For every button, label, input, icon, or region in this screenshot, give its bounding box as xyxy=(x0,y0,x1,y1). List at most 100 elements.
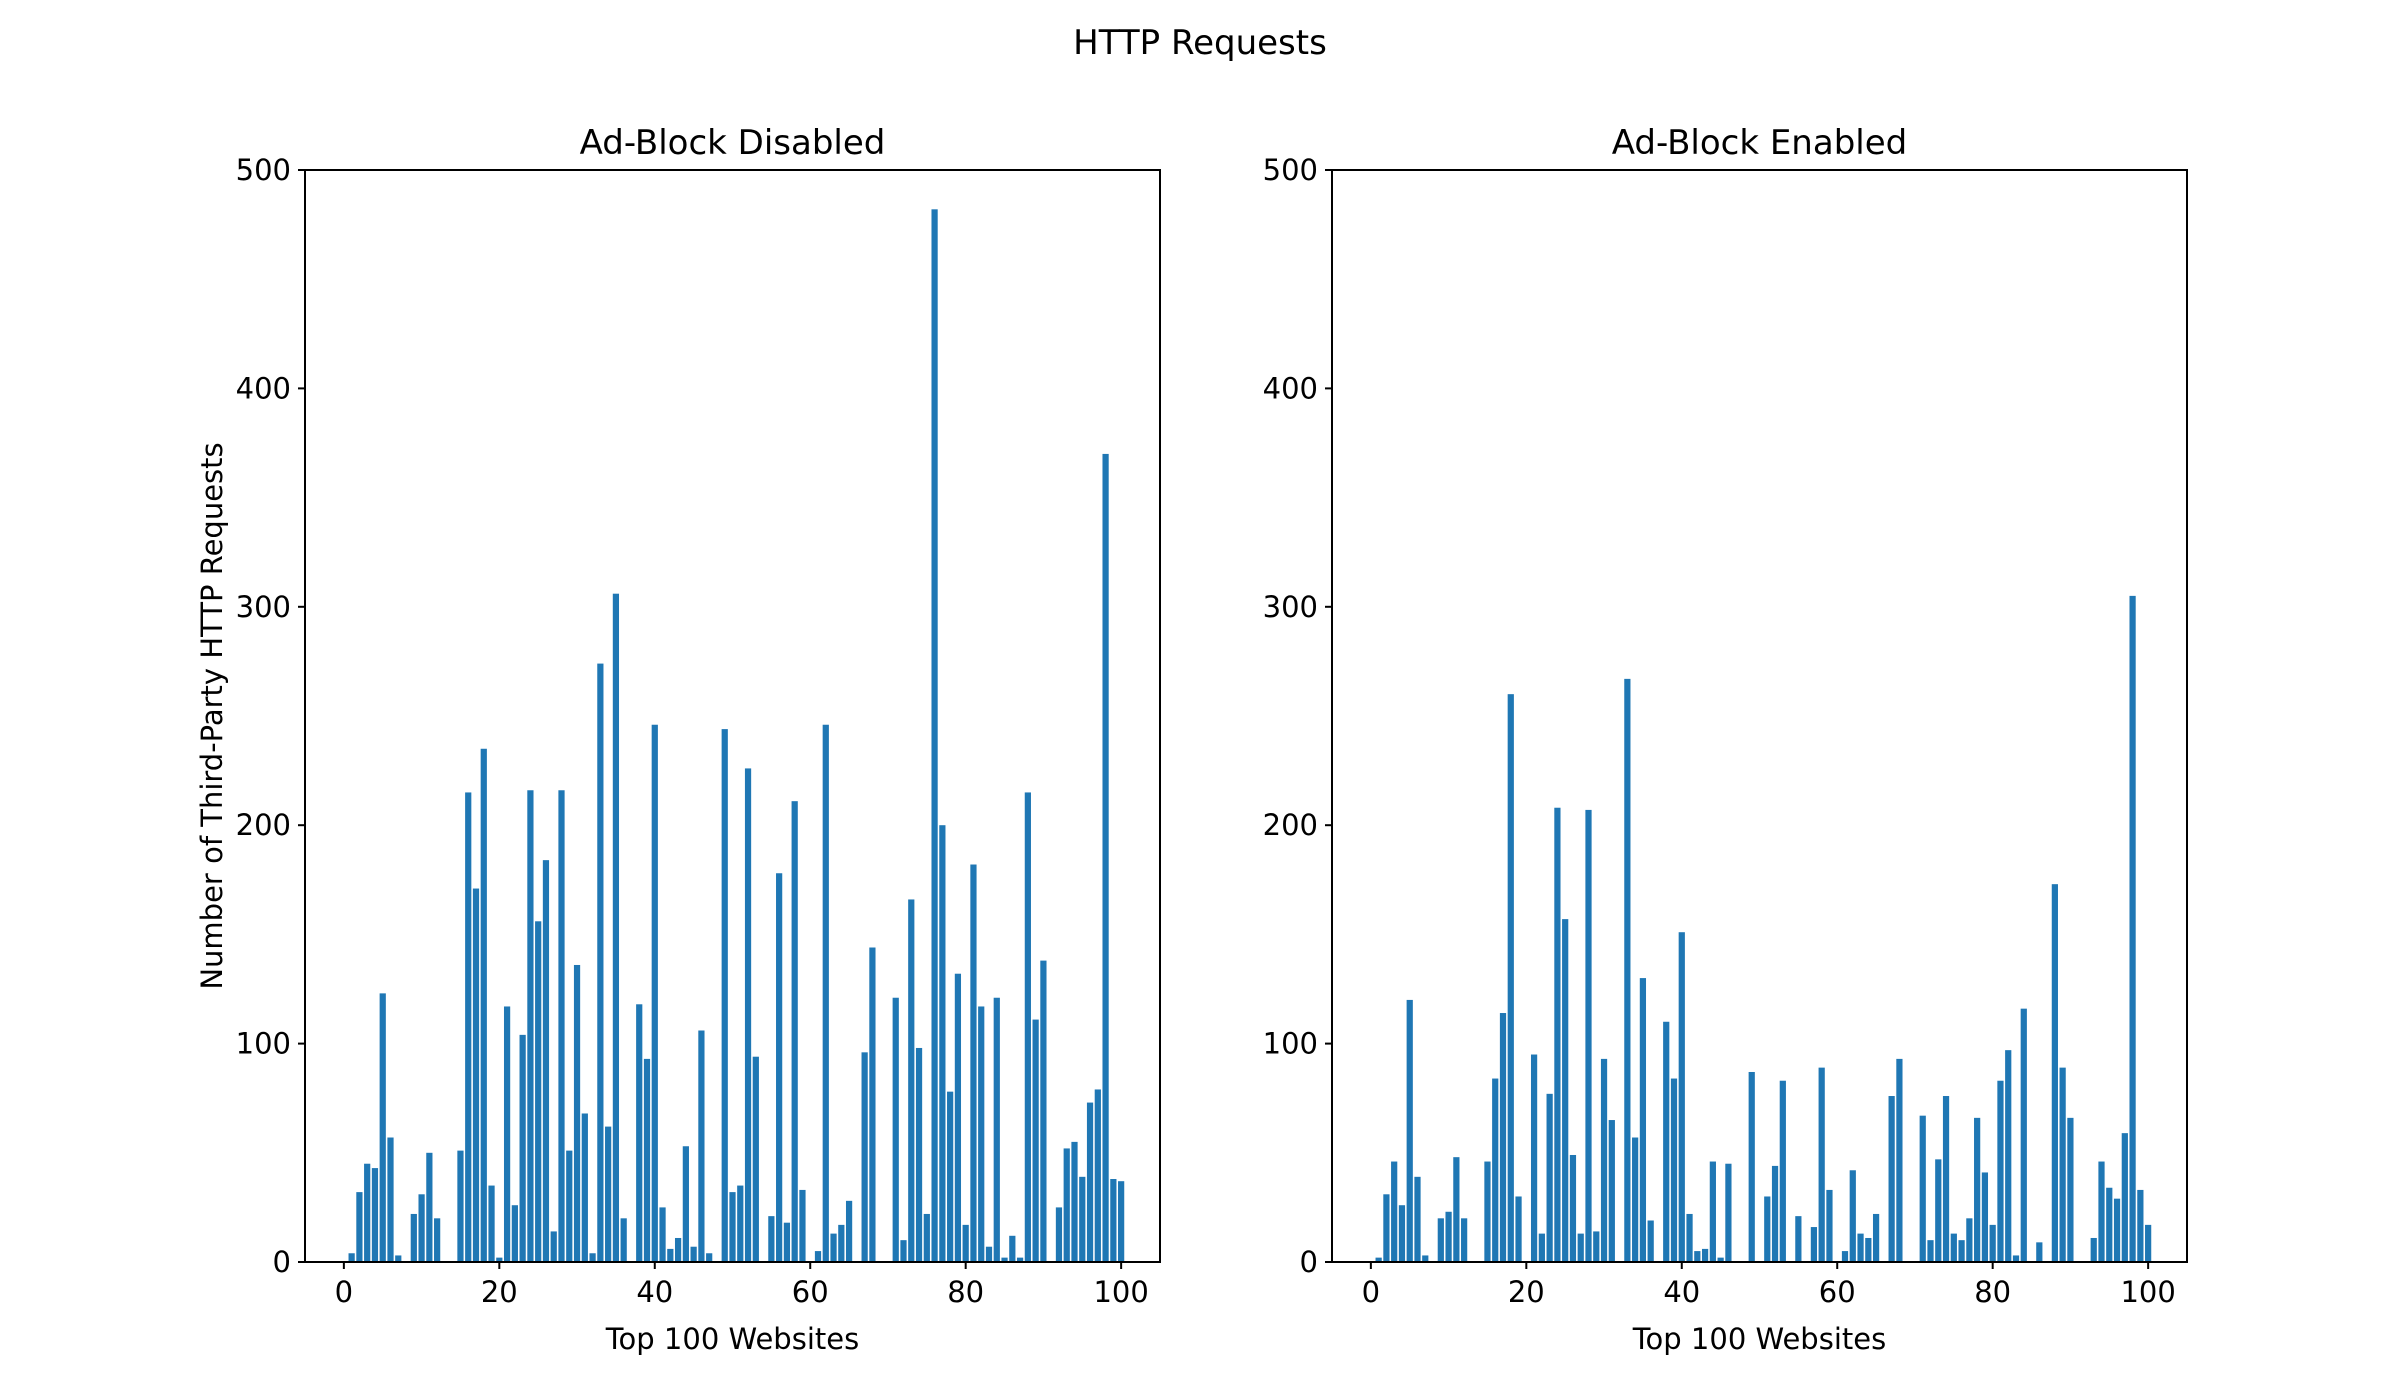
bar xyxy=(411,1214,417,1262)
bar xyxy=(1749,1072,1755,1262)
bar xyxy=(1547,1094,1553,1262)
bar xyxy=(1896,1059,1902,1262)
bar xyxy=(636,1004,642,1262)
bar xyxy=(963,1225,969,1262)
bar xyxy=(1056,1207,1062,1262)
bar xyxy=(675,1238,681,1262)
bar xyxy=(1624,679,1630,1262)
bar xyxy=(1935,1159,1941,1262)
bar xyxy=(1407,1000,1413,1262)
bar xyxy=(1009,1236,1015,1262)
bar xyxy=(1539,1234,1545,1262)
y-axis-label: Number of Third-Party HTTP Requests xyxy=(195,442,229,989)
bar xyxy=(2052,884,2058,1262)
bar xyxy=(426,1153,432,1262)
bar xyxy=(520,1035,526,1262)
bar xyxy=(838,1225,844,1262)
bar xyxy=(1951,1234,1957,1262)
y-tick-label: 100 xyxy=(236,1027,291,1061)
bar xyxy=(1609,1120,1615,1262)
x-tick-label: 40 xyxy=(1663,1275,1700,1309)
x-tick-label: 60 xyxy=(1819,1275,1856,1309)
bar xyxy=(1492,1079,1498,1262)
bar xyxy=(1982,1172,1988,1262)
bar xyxy=(691,1247,697,1262)
bar xyxy=(527,790,533,1262)
bar xyxy=(434,1218,440,1262)
bar xyxy=(2067,1118,2073,1262)
y-tick-label: 500 xyxy=(1263,153,1318,187)
bar xyxy=(1710,1162,1716,1262)
bar xyxy=(1842,1251,1848,1262)
bar xyxy=(893,998,899,1262)
bar xyxy=(2036,1242,2042,1262)
bar xyxy=(924,1214,930,1262)
bar xyxy=(1500,1013,1506,1262)
bar xyxy=(869,948,875,1262)
x-tick-label: 20 xyxy=(481,1275,518,1309)
bar xyxy=(2091,1238,2097,1262)
bar xyxy=(372,1168,378,1262)
bar xyxy=(1562,919,1568,1262)
bar xyxy=(1997,1081,2003,1262)
bar xyxy=(900,1240,906,1262)
bar xyxy=(1554,808,1560,1262)
bar xyxy=(1811,1227,1817,1262)
bar xyxy=(768,1216,774,1262)
bar xyxy=(1826,1190,1832,1262)
bar xyxy=(745,768,751,1262)
x-axis-label: Top 100 Websites xyxy=(605,1322,859,1356)
bar xyxy=(862,1052,868,1262)
bar xyxy=(916,1048,922,1262)
y-tick-label: 300 xyxy=(236,590,291,624)
bar xyxy=(1780,1081,1786,1262)
bar xyxy=(1399,1205,1405,1262)
bar xyxy=(621,1218,627,1262)
bar xyxy=(1445,1212,1451,1262)
bar xyxy=(931,209,937,1262)
bar xyxy=(1764,1196,1770,1262)
bar xyxy=(659,1207,665,1262)
x-axis-label: Top 100 Websites xyxy=(1632,1322,1886,1356)
bar xyxy=(387,1138,393,1262)
y-tick-label: 100 xyxy=(1263,1027,1318,1061)
bar xyxy=(574,965,580,1262)
bar xyxy=(1391,1162,1397,1262)
bar xyxy=(1585,810,1591,1262)
bar xyxy=(1966,1218,1972,1262)
bar xyxy=(737,1186,743,1262)
bar xyxy=(1686,1214,1692,1262)
bar xyxy=(2106,1188,2112,1262)
bar xyxy=(1873,1214,1879,1262)
bar xyxy=(597,664,603,1262)
bar xyxy=(2129,596,2135,1262)
bar xyxy=(939,825,945,1262)
bar xyxy=(1889,1096,1895,1262)
bar xyxy=(784,1223,790,1262)
x-tick-label: 100 xyxy=(2120,1275,2175,1309)
bar xyxy=(1453,1157,1459,1262)
bar xyxy=(799,1190,805,1262)
y-tick-label: 400 xyxy=(236,371,291,405)
bar xyxy=(1795,1216,1801,1262)
bar xyxy=(1702,1249,1708,1262)
x-tick-label: 80 xyxy=(947,1275,984,1309)
bar xyxy=(1071,1142,1077,1262)
bar xyxy=(1958,1240,1964,1262)
bar xyxy=(543,860,549,1262)
x-tick-label: 0 xyxy=(1362,1275,1380,1309)
x-tick-label: 20 xyxy=(1508,1275,1545,1309)
bar xyxy=(644,1059,650,1262)
bar xyxy=(2114,1199,2120,1262)
bar xyxy=(1632,1138,1638,1262)
bar xyxy=(1383,1194,1389,1262)
bar xyxy=(1671,1079,1677,1262)
x-tick-label: 80 xyxy=(1974,1275,2011,1309)
bar xyxy=(1025,792,1031,1262)
bar xyxy=(1095,1089,1101,1262)
bar xyxy=(683,1146,689,1262)
bar xyxy=(380,993,386,1262)
chart-title: Ad-Block Enabled xyxy=(1612,123,1907,163)
bar xyxy=(1118,1181,1124,1262)
